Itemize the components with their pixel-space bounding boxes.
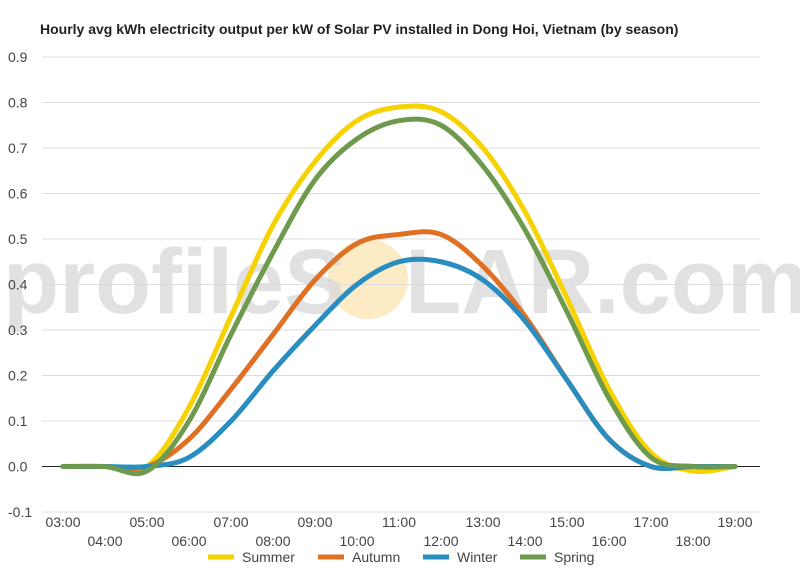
x-tick-label: 06:00 (171, 533, 206, 549)
x-tick-label: 12:00 (423, 533, 458, 549)
x-tick-label: 03:00 (45, 514, 80, 530)
x-tick-label: 18:00 (675, 533, 710, 549)
x-tick-label: 17:00 (633, 514, 668, 530)
x-tick-label: 10:00 (339, 533, 374, 549)
y-tick-label: 0.4 (8, 277, 28, 293)
y-axis-ticks: 0.9 0.8 0.7 0.6 0.5 0.4 0.3 0.2 0.1 0.0 -0.1 (8, 49, 32, 520)
watermark-text-right: LAR.com (405, 231, 800, 333)
x-tick-label: 19:00 (717, 514, 752, 530)
y-tick-label: 0.6 (8, 186, 28, 202)
x-tick-label: 13:00 (465, 514, 500, 530)
x-tick-label: 04:00 (87, 533, 122, 549)
x-tick-label: 09:00 (297, 514, 332, 530)
x-tick-label: 15:00 (549, 514, 584, 530)
x-tick-label: 11:00 (382, 514, 416, 530)
legend: Summer Autumn Winter Spring (208, 549, 594, 565)
chart-title: Hourly avg kWh electricity output per kW… (40, 21, 678, 37)
x-tick-label: 05:00 (129, 514, 164, 530)
y-tick-label: 0.7 (8, 140, 28, 156)
y-tick-label: 0.5 (8, 231, 28, 247)
series-line-summer (60, 103, 738, 475)
x-tick-label: 07:00 (213, 514, 248, 530)
legend-label: Spring (554, 549, 594, 565)
x-tick-label: 16:00 (591, 533, 626, 549)
series-lines (60, 103, 738, 477)
x-axis-ticks: 03:00 04:00 05:00 06:00 07:00 08:00 09:00 10:00… (45, 514, 752, 549)
grid (42, 56, 760, 513)
y-tick-label: 0.3 (8, 322, 28, 338)
series-line-spring (60, 116, 738, 477)
y-tick-label: -0.1 (8, 504, 32, 520)
y-tick-label: 0.2 (8, 368, 28, 384)
legend-label: Summer (242, 549, 295, 565)
x-tick-label: 08:00 (255, 533, 290, 549)
series-line-winter (60, 256, 738, 471)
y-tick-label: 0.9 (8, 49, 28, 65)
legend-label: Autumn (352, 549, 400, 565)
watermark-text-left: profileS (3, 231, 345, 333)
y-tick-label: 0.8 (8, 95, 28, 111)
legend-label: Winter (457, 549, 498, 565)
y-tick-label: 0.0 (8, 459, 28, 475)
y-tick-label: 0.1 (8, 413, 28, 429)
x-tick-label: 14:00 (507, 533, 542, 549)
watermark-logo: profileS LAR.com (3, 231, 800, 333)
